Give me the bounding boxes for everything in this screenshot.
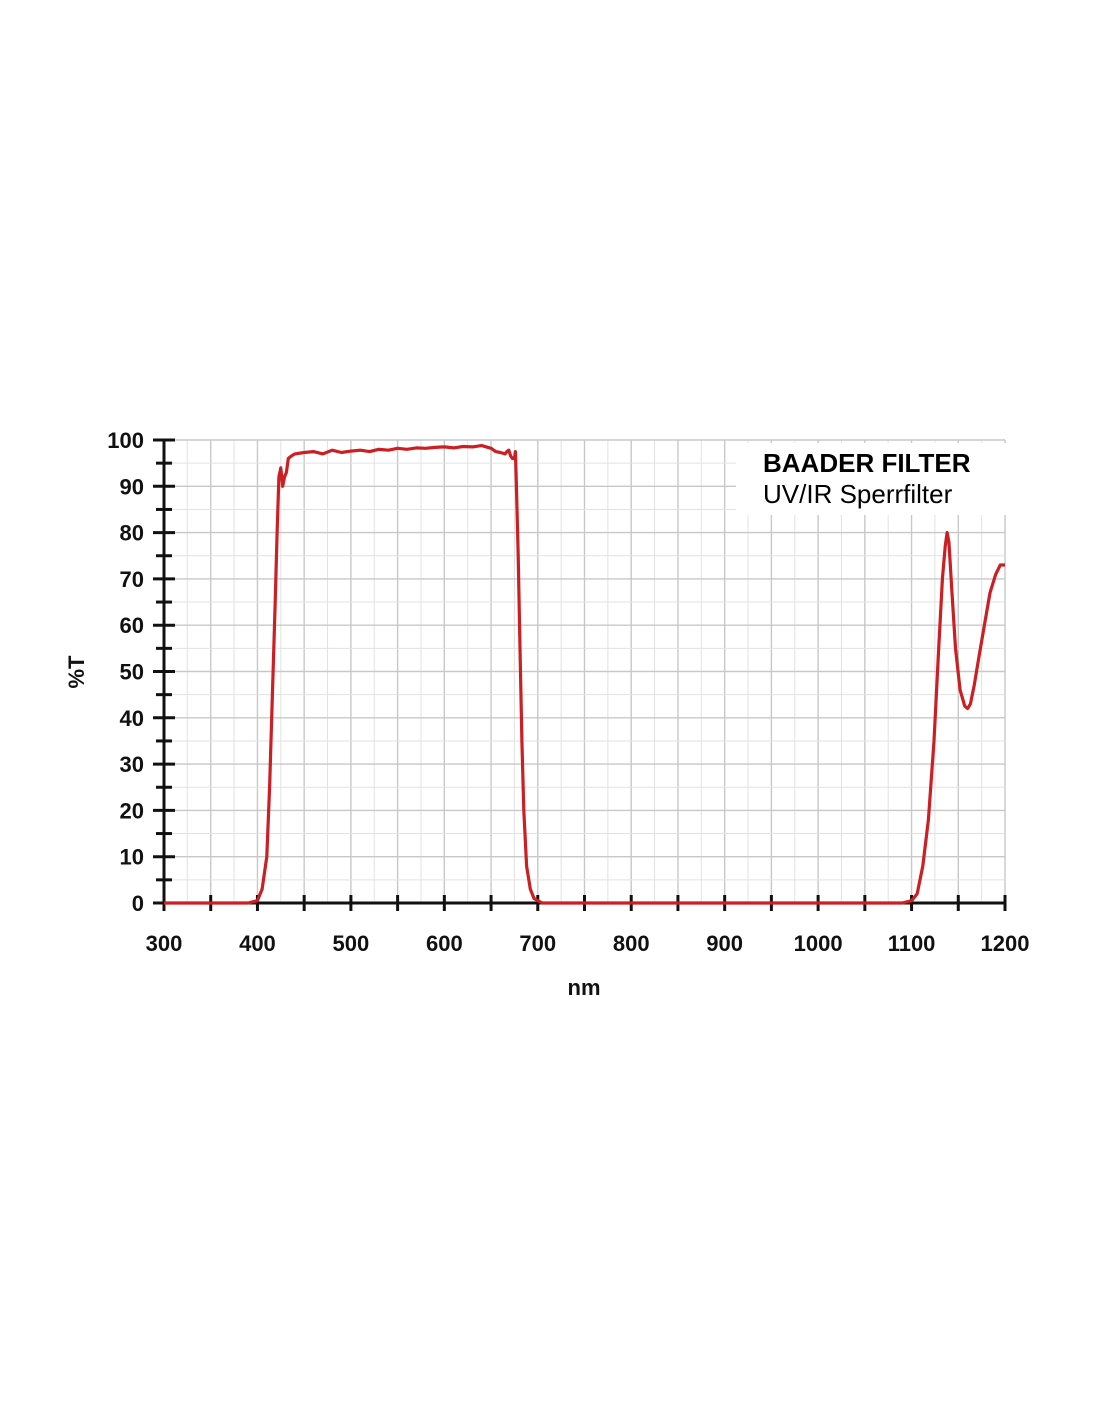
x-tick-label: 400 [239, 931, 276, 956]
x-tick-labels: 300 400 500 600 700 800 900 1000 1100 1200 [146, 931, 1030, 956]
x-axis-label: nm [568, 975, 601, 1000]
grid [164, 439, 1006, 903]
x-tick-label: 1000 [794, 931, 843, 956]
x-tick-label: 800 [613, 931, 650, 956]
y-tick-marks [153, 438, 175, 905]
legend-background [736, 443, 1006, 515]
x-tick-label: 300 [146, 931, 183, 956]
legend-title: BAADER FILTER [763, 448, 971, 478]
y-tick-label: 70 [120, 567, 144, 592]
y-tick-labels: 0 10 20 30 40 50 60 70 80 90 100 [107, 428, 144, 916]
x-tick-label: 600 [426, 931, 463, 956]
legend-subtitle: UV/IR Sperrfilter [763, 479, 953, 509]
y-tick-label: 60 [120, 613, 144, 638]
x-tick-label: 900 [706, 931, 743, 956]
y-tick-label: 10 [120, 845, 144, 870]
y-tick-label: 40 [120, 706, 144, 731]
y-tick-label: 90 [120, 474, 144, 499]
x-tick-label: 1100 [888, 931, 936, 956]
y-tick-label: 30 [120, 752, 144, 777]
y-tick-label: 20 [120, 798, 144, 823]
x-tick-label: 1200 [981, 931, 1030, 956]
y-axis-label: %T [64, 655, 89, 689]
y-tick-label: 100 [107, 428, 144, 453]
transmission-curve [164, 444, 1005, 905]
x-tick-label: 700 [519, 931, 556, 956]
x-tick-label: 500 [333, 931, 370, 956]
y-tick-label: 50 [120, 660, 144, 685]
y-tick-label: 0 [132, 891, 144, 916]
y-tick-label: 80 [120, 521, 144, 546]
legend-box: BAADER FILTER UV/IR Sperrfilter [736, 443, 1006, 515]
